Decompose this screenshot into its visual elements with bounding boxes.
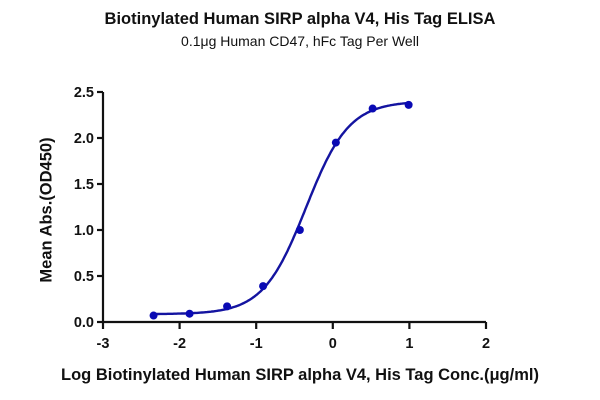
y-tick-label: 1.5 [74, 177, 94, 193]
x-tick-label: -2 [173, 336, 186, 352]
chart-title: Biotinylated Human SIRP alpha V4, His Ta… [104, 10, 496, 28]
data-point [259, 282, 268, 291]
y-tick-label: 2.0 [74, 131, 94, 147]
x-tick-label: 0 [329, 336, 337, 352]
data-point [223, 302, 232, 311]
y-tick-label: 2.5 [74, 85, 94, 101]
data-point [149, 311, 158, 320]
y-tick-label: 0.5 [74, 269, 94, 285]
data-point [185, 309, 194, 318]
data-points [149, 100, 413, 320]
x-tick-label: 2 [482, 336, 490, 352]
y-tick-label: 1.0 [74, 223, 94, 239]
axes: 0.0 0.5 1.0 1.5 2.0 2.5 -3 -2 -1 0 1 2 [74, 85, 490, 352]
x-tick-label: 1 [405, 336, 413, 352]
data-point [368, 104, 377, 113]
x-axis-label: Log Biotinylated Human SIRP alpha V4, Hi… [61, 366, 539, 384]
x-tick-label: -3 [97, 336, 110, 352]
fit-curve [153, 101, 409, 316]
data-point [404, 100, 413, 109]
y-tick-label: 0.0 [74, 315, 94, 331]
chart-subtitle: 0.1μg Human CD47, hFc Tag Per Well [181, 33, 419, 49]
x-tick-label: -1 [250, 336, 263, 352]
data-point [295, 226, 304, 234]
data-point [331, 138, 340, 147]
